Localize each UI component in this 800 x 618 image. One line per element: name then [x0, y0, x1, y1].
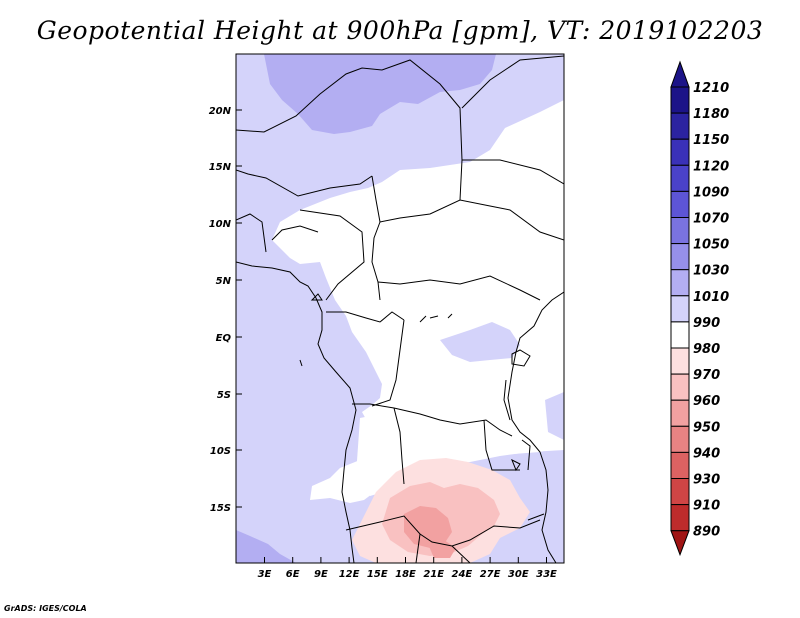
colorbar-label: 930 — [693, 473, 720, 488]
colorbar-label: 970 — [693, 368, 720, 383]
lon-label: 30E — [508, 569, 529, 580]
lon-label: 6E — [286, 569, 300, 580]
colorbar-segment — [670, 243, 690, 271]
latitude-axis: 20N 15N 10N 5N EQ 5S 10S 15S — [209, 106, 242, 514]
lon-label: 18E — [395, 569, 416, 580]
map-title: Geopotential Height at 900hPa [gpm], VT:… — [36, 16, 764, 45]
colorbar-label: 990 — [693, 316, 720, 331]
colorbar-segment — [670, 425, 690, 453]
field-1030-1050 — [264, 54, 496, 134]
lat-label: 20N — [209, 106, 232, 117]
lat-label: 15S — [210, 503, 231, 514]
colorbar-label: 910 — [693, 499, 720, 514]
colorbar-label: 980 — [693, 342, 720, 357]
colorbar-segment — [670, 295, 690, 323]
colorbar-label: 1150 — [693, 133, 729, 148]
colorbar-segment — [670, 190, 690, 218]
colorbar-segment — [670, 321, 690, 349]
lon-label: 12E — [339, 569, 360, 580]
colorbar-segment — [670, 451, 690, 479]
field-1010-1030 — [440, 322, 520, 362]
field-1010-1030 — [545, 392, 564, 440]
colorbar-segment — [670, 112, 690, 140]
colorbar-segment — [670, 217, 690, 245]
colorbar-label: 940 — [693, 446, 720, 461]
colorbar-segment — [670, 164, 690, 192]
colorbar-label: 1010 — [693, 290, 729, 305]
lon-label: 24E — [452, 569, 473, 580]
lon-label: 15E — [367, 569, 388, 580]
colorbar-label: 960 — [693, 394, 720, 409]
lat-label: 5S — [217, 390, 231, 401]
colorbar-top-arrow — [670, 60, 690, 88]
lon-label: 27E — [480, 569, 501, 580]
grads-credit: GrADS: IGES/COLA — [4, 604, 87, 613]
field-1010-1030 — [290, 284, 308, 300]
lon-label: 9E — [314, 569, 328, 580]
colorbar-segment — [670, 373, 690, 401]
colorbar-label: 950 — [693, 420, 720, 435]
map-frame — [235, 53, 565, 564]
colorbar-label: 1030 — [693, 264, 729, 279]
colorbar-label: 890 — [693, 525, 720, 540]
colorbar-label: 1120 — [693, 159, 729, 174]
country-borders — [236, 55, 564, 563]
colorbar-label: 1180 — [693, 107, 729, 122]
longitude-axis: 3E 6E 9E 12E 15E 18E 21E 24E 27E 30E 33E — [258, 557, 557, 580]
colorbar-segment — [670, 138, 690, 166]
field-1030-1050 — [236, 530, 296, 563]
colorbar-label: 1050 — [693, 238, 729, 253]
colorbar-segment — [670, 269, 690, 297]
field-960-970 — [404, 506, 452, 548]
lat-label: 5N — [216, 276, 232, 287]
colorbar-segment — [670, 86, 690, 114]
lon-label: 33E — [536, 569, 557, 580]
lat-label: 15N — [209, 162, 232, 173]
colorbar-segment — [670, 399, 690, 427]
colorbar-label: 1210 — [693, 81, 729, 96]
colorbar: 1210 1180 1150 1120 1090 1070 1050 1030 1010 990 9… — [670, 60, 729, 557]
field-990-1010 — [398, 296, 564, 460]
colorbar-segment — [670, 504, 690, 532]
lat-label: EQ — [216, 333, 232, 344]
lat-label: 10N — [209, 219, 232, 230]
colorbar-segment — [670, 347, 690, 375]
lon-label: 3E — [258, 569, 272, 580]
colorbar-bottom-arrow — [670, 530, 690, 557]
lat-label: 10S — [210, 446, 231, 457]
height-field — [236, 54, 564, 563]
lon-label: 21E — [423, 569, 444, 580]
colorbar-label: 1090 — [693, 185, 729, 200]
colorbar-segment — [670, 478, 690, 506]
colorbar-label: 1070 — [693, 212, 729, 227]
field-960-970 — [428, 540, 456, 558]
